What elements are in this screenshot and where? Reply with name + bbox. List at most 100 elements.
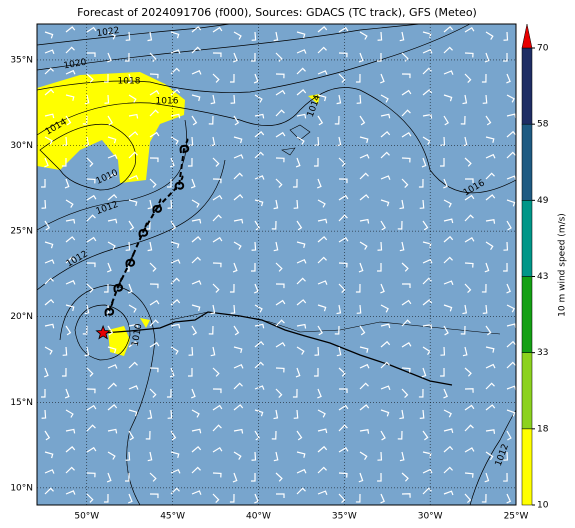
wind-barb <box>380 385 391 391</box>
wind-barb <box>440 367 445 377</box>
wind-barb <box>212 178 222 184</box>
wind-barb <box>212 424 222 432</box>
wind-barb <box>149 493 159 499</box>
wind-barb <box>443 280 454 286</box>
wind-barb <box>103 283 109 293</box>
wind-barb <box>359 241 368 250</box>
wind-barb <box>65 46 75 54</box>
wind-barb <box>359 325 366 336</box>
y-tick-label: 10°N <box>10 483 33 493</box>
wind-barb <box>440 346 446 356</box>
wind-barb <box>65 304 75 312</box>
wind-barb <box>86 262 96 268</box>
wind-barb <box>464 178 474 183</box>
wind-barb <box>273 451 279 462</box>
wind-barb <box>295 367 301 378</box>
wind-barb <box>275 89 286 96</box>
wind-barb <box>147 199 153 210</box>
wind-barb <box>317 409 326 418</box>
wind-barb <box>64 178 70 189</box>
wind-barb <box>506 340 516 348</box>
wind-barb <box>317 199 326 208</box>
track-line <box>102 311 453 386</box>
wind-barb <box>65 69 76 75</box>
wind-barb <box>170 136 179 145</box>
wind-barb <box>506 130 516 138</box>
wind-barb <box>464 367 472 377</box>
wind-barb <box>212 214 222 222</box>
wind-barb <box>128 409 138 417</box>
track-segment <box>178 147 186 186</box>
wind-barb <box>254 151 264 159</box>
wind-barb <box>128 493 133 504</box>
track-segment <box>156 184 180 209</box>
wind-barb <box>65 325 72 336</box>
wind-barb <box>170 241 180 249</box>
wind-barb <box>506 175 516 181</box>
wind-barb <box>212 157 220 167</box>
wind-barb <box>399 409 405 420</box>
wind-barb <box>401 283 411 288</box>
wind-barb <box>170 31 180 39</box>
wind-barb <box>275 157 285 163</box>
wind-barb <box>399 31 405 42</box>
wind-barb <box>233 451 242 460</box>
wind-barb <box>250 52 256 62</box>
wind-barb <box>399 241 405 252</box>
wind-barb <box>125 31 131 41</box>
wind-barb <box>506 73 511 84</box>
wind-barb <box>86 52 96 57</box>
wind-barb <box>359 382 369 390</box>
wind-barb <box>464 52 474 58</box>
wind-barb <box>149 299 160 306</box>
wind-barb <box>462 346 468 357</box>
wind-barb <box>103 493 109 503</box>
wind-barb <box>106 472 112 483</box>
wind-barb <box>317 178 322 189</box>
wind-barb <box>293 409 299 419</box>
wind-barb <box>464 404 475 411</box>
wind-barb <box>275 299 286 306</box>
wind-barb <box>107 346 117 354</box>
wind-barb <box>232 472 238 483</box>
wind-barb <box>212 26 223 33</box>
wind-barb <box>65 466 75 474</box>
wind-barb <box>485 136 495 143</box>
wind-barb <box>275 178 283 188</box>
contour-label: 1020 <box>63 58 88 72</box>
wind-barb <box>484 262 490 273</box>
wind-barb <box>187 157 193 167</box>
wind-barb <box>317 280 328 285</box>
wind-barb <box>149 472 157 482</box>
wind-barb <box>271 220 277 230</box>
wind-barb <box>419 409 425 419</box>
colorbar-segment <box>521 123 533 201</box>
wind-barb <box>254 175 265 180</box>
wind-barb <box>464 447 475 453</box>
wind-barb <box>275 319 285 327</box>
wind-barb <box>107 31 116 40</box>
title: Forecast of 2024091706 (f000), Sources: … <box>77 6 477 19</box>
wind-barb <box>65 409 74 418</box>
wind-barb <box>485 172 495 180</box>
wind-barb <box>421 367 427 378</box>
wind-barb <box>212 404 223 411</box>
wind-barb <box>254 94 263 103</box>
wind-barb <box>275 52 283 62</box>
wind-barb <box>149 178 157 188</box>
wind-barb <box>65 94 75 101</box>
wind-barb <box>86 424 96 432</box>
wind-barb <box>401 178 409 188</box>
wind-barb <box>380 220 386 231</box>
wind-barb <box>338 262 348 268</box>
wind-barb <box>338 447 349 453</box>
wind-barb <box>334 115 340 125</box>
wind-barb <box>212 388 222 394</box>
track-segment <box>108 286 119 312</box>
wind-barb <box>127 73 133 84</box>
x-tick-label: 40°W <box>246 512 271 522</box>
wind-barb <box>170 487 180 495</box>
wind-barb <box>170 468 181 474</box>
wind-barb <box>191 236 202 243</box>
isobar <box>37 119 187 231</box>
